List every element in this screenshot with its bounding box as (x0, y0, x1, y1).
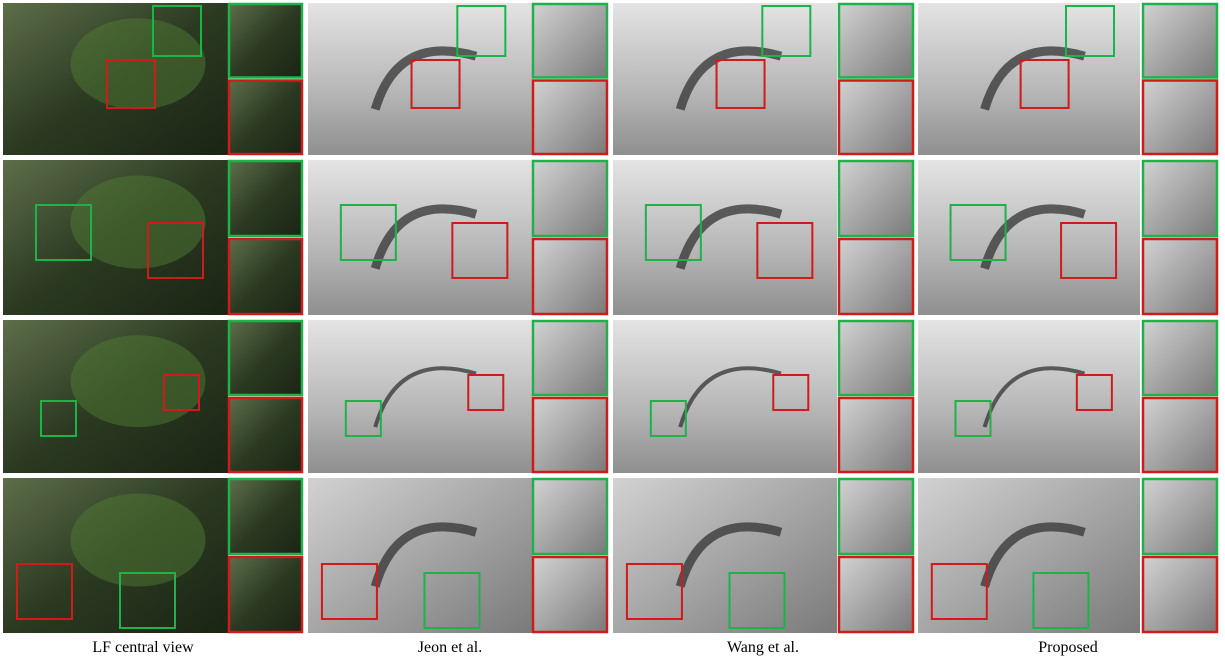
zoom-tile (533, 161, 607, 236)
zoom-tile (533, 239, 607, 314)
zoom-tile (229, 398, 302, 472)
zoom-tile (1143, 161, 1217, 236)
figure-canvas: LF central view Jeon et al. Wang et al. … (0, 0, 1225, 663)
zoom-tile (533, 398, 607, 472)
caption: Jeon et al. (418, 639, 482, 656)
zoom-tile (1143, 4, 1217, 78)
zoom-tile (229, 81, 302, 155)
zoom-tile (1143, 239, 1217, 314)
zoom-tile (533, 4, 607, 78)
image-panel (918, 320, 1140, 473)
figure: LF central view Jeon et al. Wang et al. … (0, 0, 1225, 663)
zoom-tile (839, 321, 913, 395)
image-panel (308, 478, 532, 633)
zoom-tile (1143, 557, 1217, 632)
zoom-tile (229, 161, 302, 236)
zoom-tile (229, 239, 302, 314)
zoom-tile (839, 239, 913, 314)
zoom-tile (839, 161, 913, 236)
panels (3, 3, 1217, 633)
caption: LF central view (92, 639, 194, 656)
zoom-tile (839, 81, 913, 155)
caption: Proposed (1038, 639, 1098, 656)
zoom-tile (1143, 479, 1217, 554)
zoom-tile (839, 479, 913, 554)
zoom-tile (1143, 321, 1217, 395)
image-panel (613, 320, 837, 473)
zoom-tile (839, 398, 913, 472)
image-panel (918, 3, 1140, 155)
foliage (71, 18, 206, 109)
image-panel (613, 478, 837, 633)
zoom-tile (839, 557, 913, 632)
zoom-tile (229, 557, 302, 632)
zoom-tile (533, 81, 607, 155)
zoom-tile (1143, 398, 1217, 472)
zoom-tile (839, 4, 913, 78)
image-panel (613, 3, 837, 155)
zoom-tile (229, 479, 302, 554)
image-panel (308, 3, 532, 155)
zoom-tile (229, 4, 302, 78)
image-panel (918, 478, 1140, 633)
zoom-tile (1143, 81, 1217, 155)
zoom-tile (533, 479, 607, 554)
caption: Wang et al. (727, 639, 799, 656)
foliage (71, 335, 206, 427)
zoom-tile (229, 321, 302, 395)
zoom-tile (533, 321, 607, 395)
image-panel (308, 320, 532, 473)
zoom-tile (533, 557, 607, 632)
